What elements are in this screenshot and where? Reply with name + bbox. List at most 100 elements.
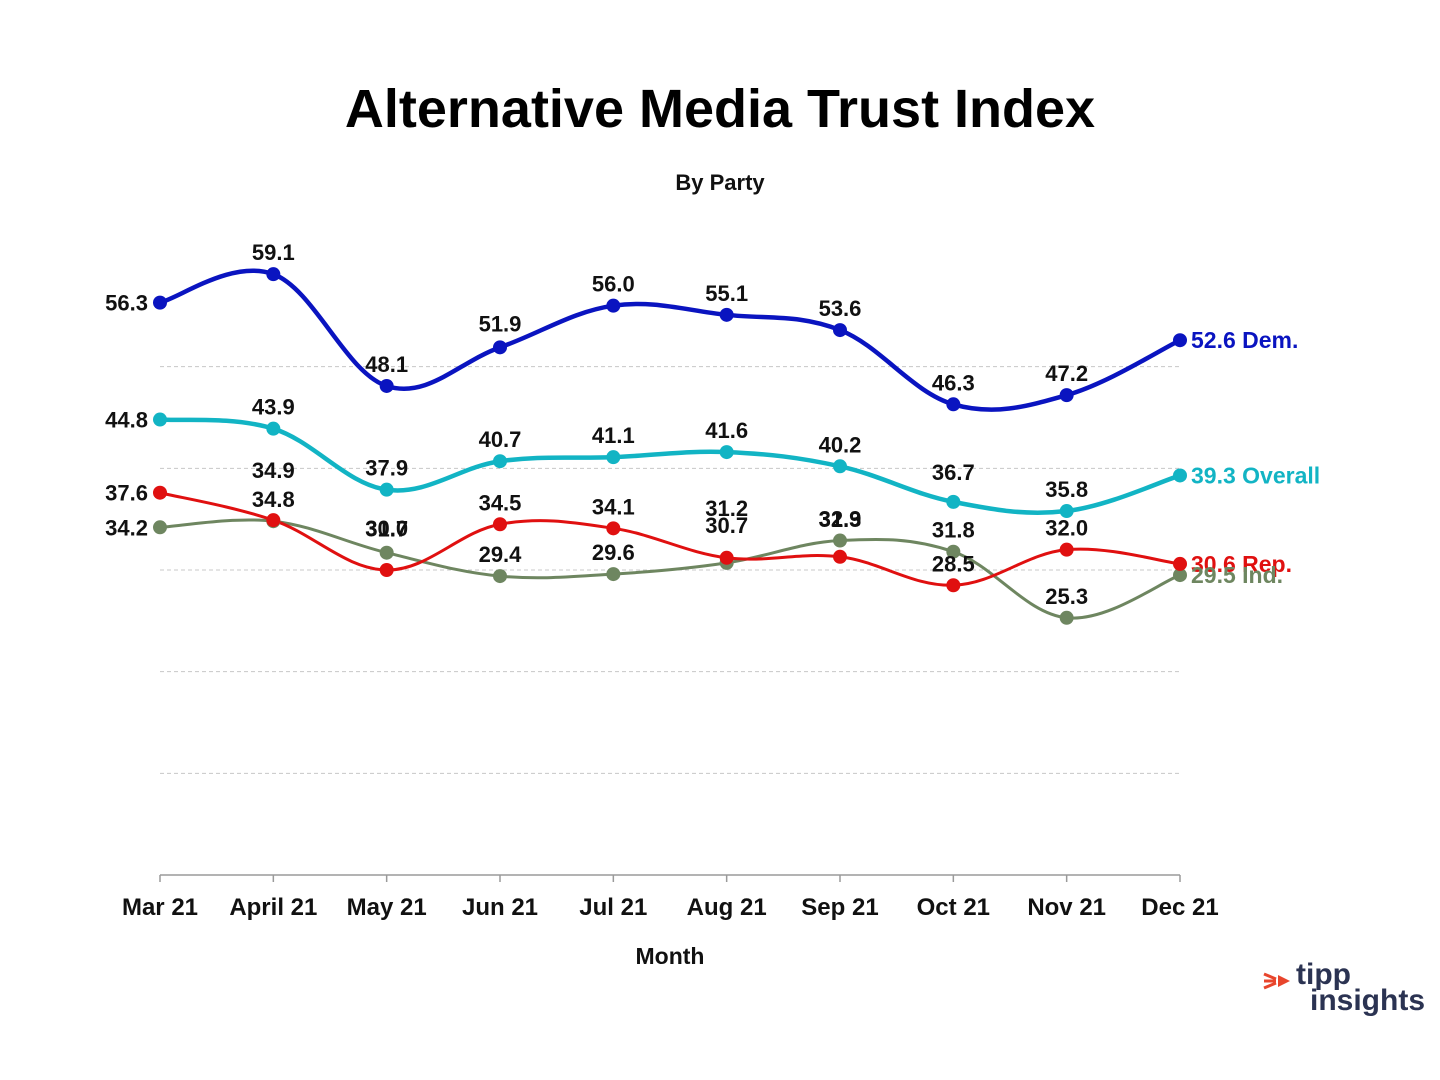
logo-text-insights: insights xyxy=(1310,984,1426,1017)
data-label: 25.3 xyxy=(1045,584,1088,609)
data-point xyxy=(606,450,621,465)
x-tick-label: Mar 21 xyxy=(122,894,198,921)
data-point xyxy=(946,397,961,412)
x-tick-label: Jul 21 xyxy=(579,894,647,921)
data-label: 32.0 xyxy=(1045,516,1088,541)
data-point xyxy=(946,578,961,593)
data-point xyxy=(1173,556,1187,571)
data-label: 34.5 xyxy=(479,490,522,515)
data-label: 28.5 xyxy=(932,551,975,576)
data-point xyxy=(1059,504,1074,519)
data-point xyxy=(153,485,167,500)
data-label: 41.1 xyxy=(592,423,635,448)
data-point xyxy=(379,482,394,497)
data-label: 31.2 xyxy=(705,496,748,521)
logo-mark-icon xyxy=(1263,972,1290,990)
data-label: 41.6 xyxy=(705,418,748,443)
data-point xyxy=(266,421,281,436)
data-label: 44.8 xyxy=(105,408,148,433)
data-point xyxy=(153,412,167,427)
data-point xyxy=(1173,568,1187,583)
x-tick-label: May 21 xyxy=(347,894,427,921)
data-point xyxy=(266,513,281,528)
chart-title: Alternative Media Trust Index xyxy=(344,79,1096,139)
data-label: 31.7 xyxy=(365,517,408,542)
data-label: 55.1 xyxy=(705,281,748,306)
series-end-label: 30.6 Rep. xyxy=(1191,551,1292,577)
x-tick-label: Aug 21 xyxy=(687,894,767,921)
x-tick-label: Dec 21 xyxy=(1141,894,1218,921)
series-end-label: 39.3 Overall xyxy=(1191,462,1320,488)
data-point xyxy=(719,445,734,460)
data-point xyxy=(266,267,281,282)
data-labels: 56.3 59.1 48.1 51.9 56.0 55.1 53.6 46.3 47.2 52.6… xyxy=(105,240,1320,609)
data-label: 56.3 xyxy=(105,291,148,316)
x-tick-label: Nov 21 xyxy=(1027,894,1106,921)
data-point xyxy=(946,494,961,509)
data-point xyxy=(153,520,167,535)
data-label: 48.1 xyxy=(365,352,408,377)
data-point xyxy=(493,340,507,355)
data-point xyxy=(606,298,621,313)
data-point xyxy=(493,517,507,532)
data-point xyxy=(493,454,507,469)
data-label: 37.6 xyxy=(105,481,148,506)
data-point xyxy=(379,545,394,560)
data-label: 29.4 xyxy=(479,542,523,567)
data-point xyxy=(833,323,847,338)
data-label: 29.6 xyxy=(592,540,635,565)
data-label: 31.8 xyxy=(932,518,975,543)
data-point xyxy=(606,567,621,582)
data-point xyxy=(719,550,734,565)
data-label: 31.3 xyxy=(819,507,862,532)
data-label: 36.7 xyxy=(932,460,975,485)
data-label: 30.0 xyxy=(365,516,408,541)
series-line-ind xyxy=(158,518,1182,620)
data-point xyxy=(1173,333,1187,348)
data-label: 34.2 xyxy=(105,515,148,540)
data-label: 37.9 xyxy=(365,456,408,481)
data-point xyxy=(379,563,394,577)
data-label: 47.2 xyxy=(1045,361,1088,386)
data-label: 56.0 xyxy=(592,272,635,297)
series-points xyxy=(153,267,1187,625)
data-point xyxy=(153,295,167,310)
x-axis-title: Month xyxy=(636,943,705,969)
x-axis: Mar 21 April 21 May 21 Jun 21 Jul 21 Aug 21 Se… xyxy=(122,874,1219,921)
series-line-rep xyxy=(158,491,1182,587)
data-point xyxy=(833,533,847,548)
data-point xyxy=(719,307,734,322)
data-point xyxy=(379,378,394,393)
chart-subtitle: By Party xyxy=(675,170,765,195)
data-label: 46.3 xyxy=(932,370,975,395)
series-line-overall xyxy=(157,417,1183,515)
data-point xyxy=(946,544,961,559)
x-tick-label: Sep 21 xyxy=(801,894,878,921)
data-label: 43.9 xyxy=(252,395,295,420)
data-point xyxy=(606,521,621,536)
data-point xyxy=(493,569,507,584)
data-label: 34.9 xyxy=(252,458,295,483)
series-end-label: 29.5 Ind. xyxy=(1191,562,1283,588)
x-tick-label: Jun 21 xyxy=(462,894,538,921)
logo-text-tipp: tipp xyxy=(1296,958,1351,991)
data-label: 35.8 xyxy=(1045,477,1088,502)
data-label: 40.2 xyxy=(819,432,862,457)
data-point xyxy=(1173,468,1187,483)
x-tick-label: April 21 xyxy=(229,894,317,921)
data-label: 40.7 xyxy=(479,427,522,452)
data-point xyxy=(833,549,847,564)
data-label: 51.9 xyxy=(479,311,522,336)
data-label: 34.1 xyxy=(592,494,635,519)
x-tick-label: Oct 21 xyxy=(917,894,990,921)
data-label: 53.6 xyxy=(819,296,862,321)
data-label: 30.7 xyxy=(705,513,748,538)
series-end-label: 52.6 Dem. xyxy=(1191,327,1298,353)
data-point xyxy=(1059,388,1074,403)
data-point xyxy=(1059,542,1074,557)
tipp-insights-logo: tipp insights xyxy=(1262,958,1432,1022)
data-label: 34.8 xyxy=(252,487,295,512)
data-label: 32.9 xyxy=(819,507,862,532)
data-point xyxy=(1059,610,1074,625)
